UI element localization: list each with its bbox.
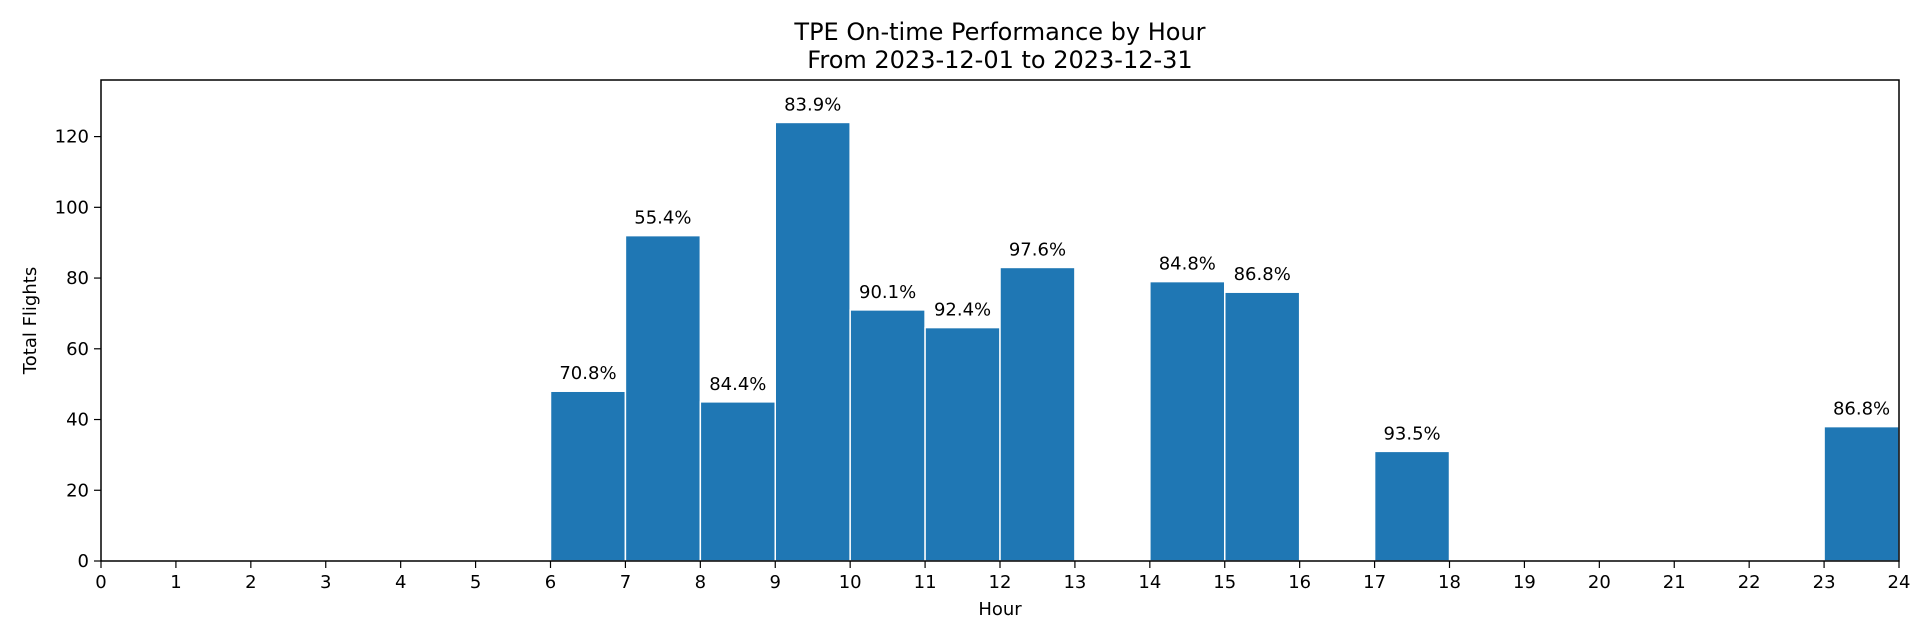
x-tick-label: 8 [695, 572, 706, 593]
x-tick-label: 19 [1513, 572, 1536, 593]
bar-hour-10 [849, 309, 926, 562]
data-label-hour-14: 84.8% [1159, 254, 1216, 275]
y-tick-label: 40 [66, 410, 89, 431]
bar-hour-17 [1373, 450, 1451, 562]
data-label-hour-10: 90.1% [859, 282, 916, 303]
bar-hour-14 [1149, 280, 1226, 562]
x-tick-label: 9 [770, 572, 781, 593]
data-label-hour-11: 92.4% [934, 300, 991, 321]
data-label-hour-6: 70.8% [559, 363, 616, 384]
x-tick-label: 12 [989, 572, 1012, 593]
x-tick-label: 23 [1813, 572, 1836, 593]
x-tick-label: 15 [1213, 572, 1236, 593]
y-axis-ticks: 0 20 40 60 80 100 120 [55, 127, 101, 572]
x-tick-label: 13 [1063, 572, 1086, 593]
y-tick-label: 80 [66, 268, 89, 289]
x-tick-label: 7 [620, 572, 631, 593]
bar-hour-23 [1823, 425, 1900, 562]
bar-hour-9 [774, 121, 851, 562]
data-label-hour-17: 93.5% [1383, 423, 1440, 444]
x-tick-label: 4 [395, 572, 406, 593]
x-tick-label: 10 [839, 572, 862, 593]
data-label-hour-7: 55.4% [634, 208, 691, 229]
chart-title: TPE On-time Performance by Hour [793, 18, 1205, 46]
bar-hour-15 [1224, 291, 1301, 562]
bar-hour-11 [924, 326, 1001, 562]
x-tick-label: 5 [470, 572, 481, 593]
x-tick-label: 18 [1438, 572, 1461, 593]
x-tick-label: 1 [170, 572, 181, 593]
y-tick-label: 120 [55, 127, 89, 148]
x-tick-label: 6 [545, 572, 556, 593]
x-tick-label: 21 [1663, 572, 1686, 593]
data-label-hour-8: 84.4% [709, 374, 766, 395]
x-tick-label: 16 [1288, 572, 1311, 593]
bar-hour-7 [624, 234, 702, 562]
data-label-hour-15: 86.8% [1234, 264, 1291, 285]
y-axis-label: Total Flights [20, 267, 41, 375]
y-tick-label: 60 [66, 339, 89, 360]
x-tick-label: 2 [245, 572, 256, 593]
plot-frame [100, 79, 1900, 562]
chart-subtitle: From 2023-12-01 to 2023-12-31 [807, 46, 1192, 74]
data-labels-group: 70.8% 55.4% 84.4% 83.9% 90.1% 92.4% 97.6% 84.8%… [559, 94, 1890, 444]
x-tick-label: 24 [1888, 572, 1911, 593]
bar-hour-12 [999, 266, 1076, 562]
x-tick-label: 0 [95, 572, 106, 593]
x-tick-label: 20 [1588, 572, 1611, 593]
y-tick-label: 20 [66, 480, 89, 501]
bar-hour-8 [699, 401, 776, 562]
x-tick-label: 17 [1363, 572, 1386, 593]
data-label-hour-9: 83.9% [784, 94, 841, 115]
x-tick-label: 22 [1738, 572, 1761, 593]
x-axis-label: Hour [978, 599, 1022, 620]
y-tick-label: 100 [55, 197, 89, 218]
x-tick-label: 14 [1138, 572, 1161, 593]
x-axis-ticks: 0 1 2 3 4 5 6 7 8 9 10 11 12 13 14 15 16 17 18 19 20 21 22 23 24 [95, 561, 1910, 593]
data-label-hour-12: 97.6% [1009, 239, 1066, 260]
x-tick-label: 11 [914, 572, 937, 593]
bars-group [549, 121, 1900, 562]
x-tick-label: 3 [320, 572, 331, 593]
bar-hour-6 [549, 390, 627, 562]
data-label-hour-23: 86.8% [1833, 399, 1890, 420]
y-tick-label: 0 [78, 551, 89, 572]
